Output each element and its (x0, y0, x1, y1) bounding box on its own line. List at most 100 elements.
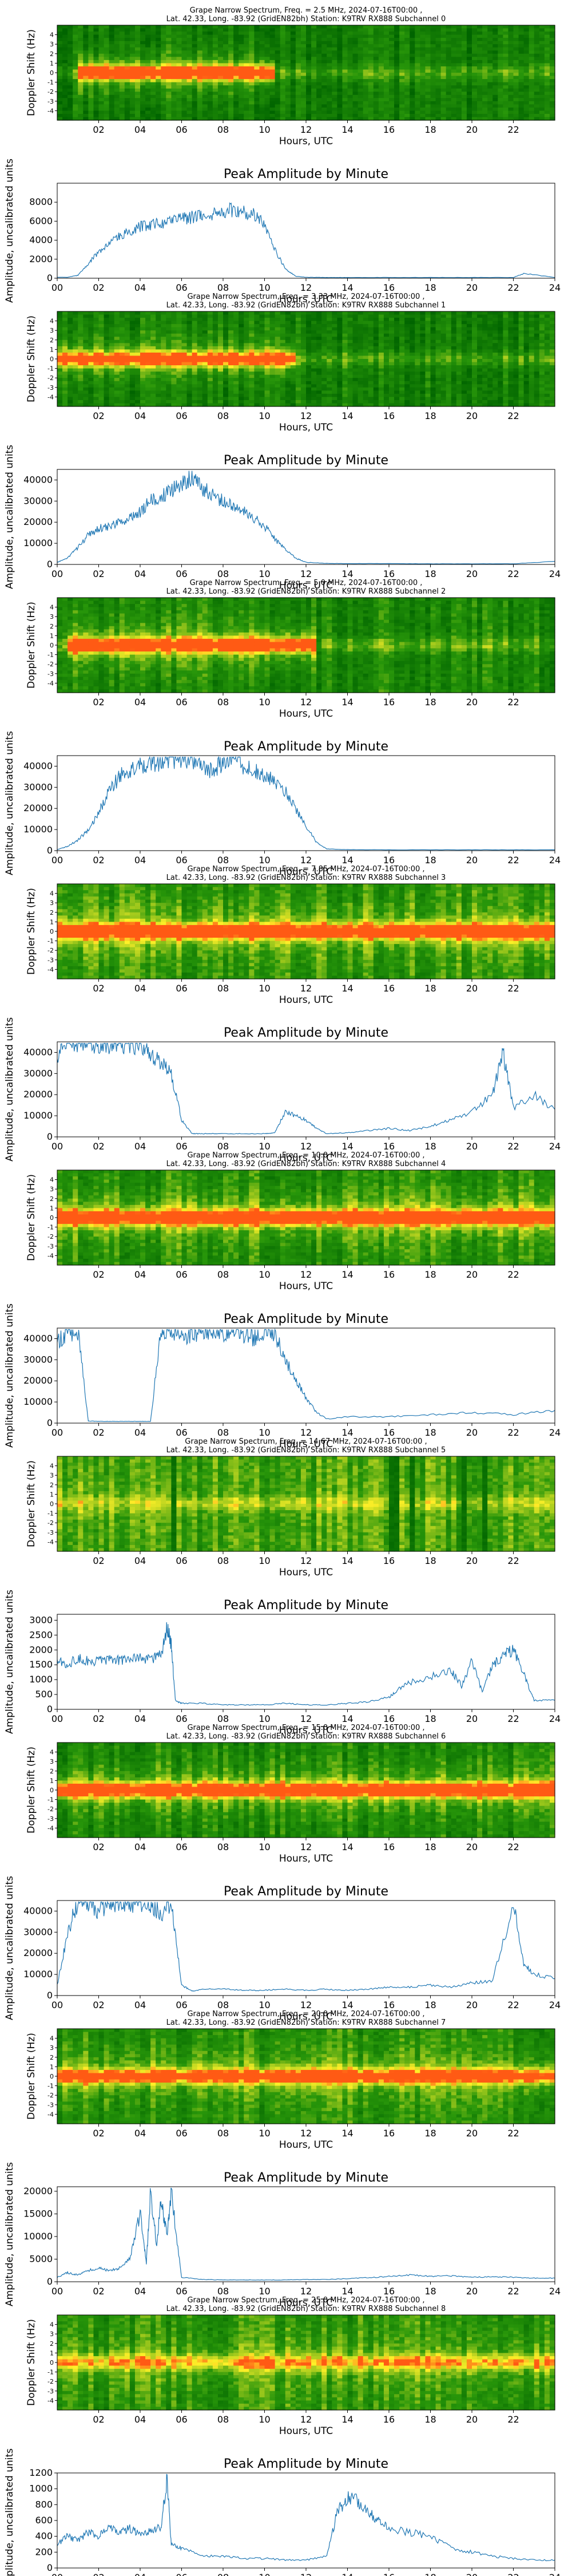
spectrogram-cell (176, 48, 182, 51)
spectrogram-cell (109, 104, 115, 108)
spectrogram-cell (78, 79, 84, 82)
spectrogram-cell (176, 82, 182, 86)
spectrogram-cell (233, 41, 239, 45)
spectrogram-cell (171, 108, 177, 111)
spectrogram-cell (379, 73, 384, 76)
spectrogram-cell (482, 66, 488, 70)
spectrogram-cell (472, 73, 478, 76)
spectrogram-cell (441, 35, 447, 38)
spectrogram-cell (296, 38, 301, 41)
spectrogram-cell (368, 41, 374, 45)
spectrogram-cell (451, 38, 457, 41)
spectrogram-cell (109, 85, 115, 89)
spectrogram-cell (73, 69, 78, 73)
spectrogram-cell (374, 108, 379, 111)
spectrogram-cell (316, 79, 322, 82)
spectrogram-cell (498, 63, 503, 66)
spectrogram-cell (301, 114, 307, 117)
spectrogram-cell (99, 114, 105, 117)
spectrogram-cell (78, 38, 84, 41)
spectrogram-cell (363, 98, 369, 101)
spectrogram-cell (57, 76, 63, 80)
spectrogram-cell (125, 31, 130, 35)
spectrogram-cell (431, 44, 436, 48)
spectrogram-cell (368, 60, 374, 64)
spectrogram-cell (374, 44, 379, 48)
spectrogram-cell (182, 110, 188, 114)
spectrogram-cell (342, 114, 348, 117)
spectrogram-cell (176, 92, 182, 95)
spectrogram-cell (363, 54, 369, 57)
spectrogram-cell (140, 63, 146, 66)
spectrogram-cell (130, 31, 136, 35)
spectrogram-cell (425, 89, 431, 92)
spectrogram-cell (441, 79, 447, 82)
spectrogram-cell (62, 101, 68, 105)
spectrogram-cell (410, 85, 415, 89)
spectrogram-cell (321, 35, 327, 38)
spectrogram-cell (135, 66, 141, 70)
spectrogram-cell (125, 44, 130, 48)
spectrogram-cell (166, 69, 172, 73)
spectrogram-cell (446, 38, 452, 41)
spectrogram-cell (223, 114, 229, 117)
spectrogram-cell (233, 110, 239, 114)
spectrogram-cell (171, 73, 177, 76)
spectrogram-cell (353, 63, 359, 66)
spectrogram-cell (389, 104, 395, 108)
spectrogram-cell (311, 114, 317, 117)
spectrogram-cell (311, 92, 317, 95)
spectrogram-cell (462, 44, 467, 48)
spectrogram-cell (93, 108, 99, 111)
spectrogram-cell (249, 31, 255, 35)
spectrogram-cell (374, 73, 379, 76)
spectrogram-cell (446, 76, 452, 80)
spectrogram-cell (337, 95, 343, 98)
spectrogram-cell (223, 92, 229, 95)
spectrogram-cell (228, 98, 234, 101)
spectrogram-cell (239, 54, 244, 57)
spectrogram-cell (114, 41, 120, 45)
spectrogram-cell (358, 31, 364, 35)
spectrogram-cell (109, 44, 115, 48)
spectrogram-cell (161, 35, 166, 38)
spectrogram-cell (228, 76, 234, 80)
spectrogram-cell (208, 95, 213, 98)
spectrogram-cell (431, 89, 436, 92)
spectrogram-cell (228, 95, 234, 98)
spectrogram-cell (285, 98, 291, 101)
spectrogram-cell (456, 25, 462, 29)
spectrogram-cell (202, 29, 208, 32)
spectrogram-cell (176, 85, 182, 89)
spectrogram-cell (394, 69, 400, 73)
spectrogram-cell (244, 57, 249, 60)
spectrogram-cell (244, 101, 249, 105)
spectrogram-cell (394, 29, 400, 32)
spectrogram-cell (67, 69, 73, 73)
spectrogram-cell (99, 104, 105, 108)
spectrogram-cell (353, 25, 359, 29)
spectrogram-cell (462, 110, 467, 114)
spectrogram-cell (208, 89, 213, 92)
spectrogram-cell (259, 41, 265, 45)
spectrogram-cell (467, 85, 472, 89)
spectrogram-cell (62, 50, 68, 54)
spectrogram-cell (404, 114, 410, 117)
spectrogram-cell (410, 79, 415, 82)
spectrogram-cell (120, 54, 125, 57)
spectrogram-cell (332, 110, 337, 114)
spectrogram-cell (415, 98, 420, 101)
spectrogram-cell (368, 92, 374, 95)
spectrogram-cell (228, 85, 234, 89)
spectrogram-cell (254, 25, 260, 29)
spectrogram-cell (114, 104, 120, 108)
spectrogram-cell (176, 63, 182, 66)
spectrogram-cell (301, 44, 307, 48)
spectrogram-cell (285, 110, 291, 114)
spectrogram-cell (482, 31, 488, 35)
spectrogram-cell (321, 41, 327, 45)
spectrogram-cell (99, 73, 105, 76)
spectrogram-cell (182, 104, 188, 108)
spectrogram-cell (176, 29, 182, 32)
spectrogram-cell (156, 101, 161, 105)
